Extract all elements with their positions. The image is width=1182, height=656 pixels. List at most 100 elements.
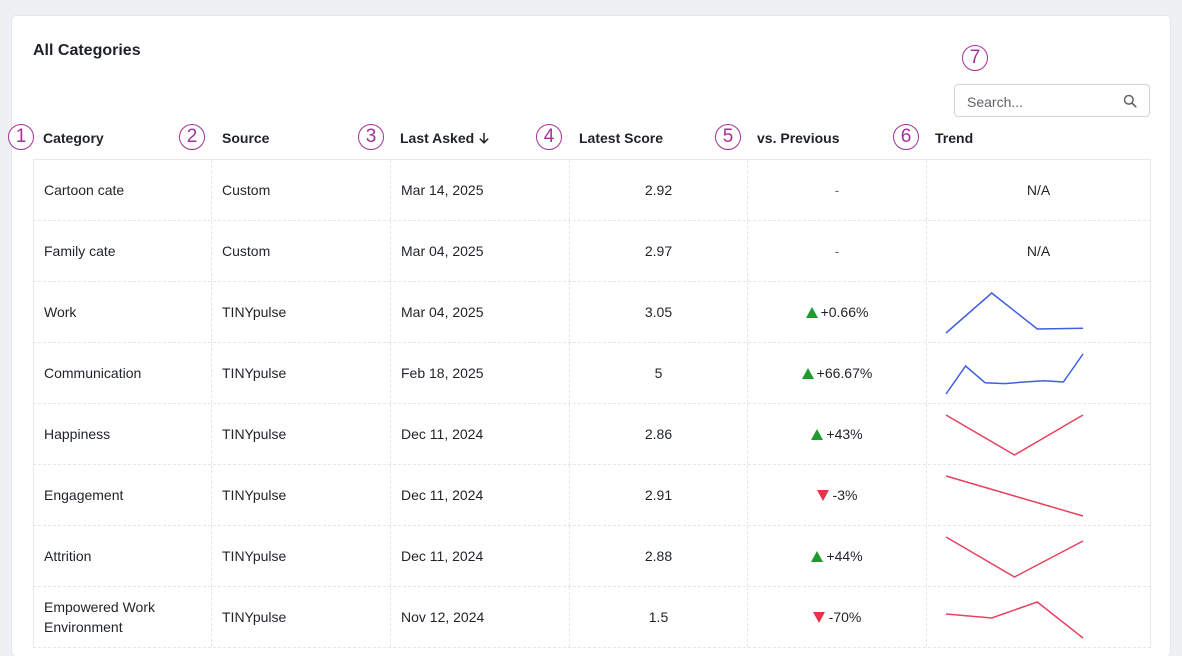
- trend-na: N/A: [1026, 243, 1051, 259]
- latest-score-cell: 5: [569, 343, 747, 403]
- change-value: +0.66%: [820, 304, 869, 320]
- latest-score-cell: 1.5: [569, 587, 747, 647]
- callout-1: 1: [8, 124, 34, 150]
- table-row[interactable]: Happiness TINYpulse Dec 11, 2024 2.86 +43%: [33, 404, 1151, 465]
- table-row[interactable]: Engagement TINYpulse Dec 11, 2024 2.91 -3%: [33, 465, 1151, 526]
- source-cell: TINYpulse: [211, 526, 390, 586]
- latest-score-cell: 2.88: [569, 526, 747, 586]
- callout-6: 6: [893, 124, 919, 150]
- latest-score-cell: 2.86: [569, 404, 747, 464]
- trend-cell: [926, 343, 1151, 403]
- trend-cell: N/A: [926, 160, 1151, 220]
- table-row[interactable]: Work TINYpulse Mar 04, 2025 3.05 +0.66%: [33, 282, 1151, 343]
- page-title: All Categories: [33, 42, 141, 59]
- change-value: +43%: [826, 426, 863, 442]
- column-header-last-asked[interactable]: Last Asked: [400, 130, 490, 146]
- category-cell[interactable]: Empowered Work Environment: [33, 587, 211, 647]
- vs-previous-cell: +66.67%: [747, 343, 926, 403]
- callout-4: 4: [536, 124, 562, 150]
- source-cell: TINYpulse: [211, 404, 390, 464]
- category-cell[interactable]: Engagement: [33, 465, 211, 525]
- last-asked-cell: Mar 04, 2025: [390, 221, 569, 281]
- triangle-down-icon: [816, 489, 829, 501]
- trend-sparkline: [945, 292, 1084, 334]
- last-asked-cell: Dec 11, 2024: [390, 404, 569, 464]
- callout-3: 3: [358, 124, 384, 150]
- vs-previous-cell: +0.66%: [747, 282, 926, 342]
- trend-sparkline: [945, 536, 1084, 578]
- change-value: -3%: [832, 487, 858, 503]
- triangle-down-icon: [812, 611, 825, 623]
- table-row[interactable]: Empowered Work Environment TINYpulse Nov 1…: [33, 587, 1151, 648]
- table-row[interactable]: Family cate Custom Mar 04, 2025 2.97 - N/A: [33, 221, 1151, 282]
- table-row[interactable]: Attrition TINYpulse Dec 11, 2024 2.88 +44%: [33, 526, 1151, 587]
- last-asked-cell: Dec 11, 2024: [390, 526, 569, 586]
- last-asked-cell: Dec 11, 2024: [390, 465, 569, 525]
- category-cell[interactable]: Work: [33, 282, 211, 342]
- callout-2: 2: [179, 124, 205, 150]
- trend-sparkline: [945, 353, 1084, 395]
- last-asked-cell: Nov 12, 2024: [390, 587, 569, 647]
- trend-na: N/A: [1026, 182, 1051, 198]
- trend-cell: N/A: [926, 221, 1151, 281]
- latest-score-cell: 2.92: [569, 160, 747, 220]
- vs-previous-cell: -3%: [747, 465, 926, 525]
- triangle-up-icon: [811, 550, 824, 562]
- table-row[interactable]: Cartoon cate Custom Mar 14, 2025 2.92 - N/A: [33, 160, 1151, 221]
- trend-sparkline: [945, 414, 1084, 456]
- triangle-up-icon: [805, 306, 818, 318]
- vs-previous-cell: -70%: [747, 587, 926, 647]
- trend-cell: [926, 526, 1151, 586]
- trend-sparkline: [945, 475, 1084, 517]
- categories-card: [12, 16, 1170, 656]
- latest-score-cell: 3.05: [569, 282, 747, 342]
- last-asked-cell: Feb 18, 2025: [390, 343, 569, 403]
- change-value: -70%: [828, 609, 862, 625]
- last-asked-cell: Mar 14, 2025: [390, 160, 569, 220]
- category-cell[interactable]: Happiness: [33, 404, 211, 464]
- callout-5: 5: [715, 124, 741, 150]
- latest-score-cell: 2.91: [569, 465, 747, 525]
- category-cell[interactable]: Attrition: [33, 526, 211, 586]
- change-value: +44%: [826, 548, 863, 564]
- column-header-category[interactable]: Category: [43, 130, 104, 146]
- trend-cell: [926, 404, 1151, 464]
- trend-line: [945, 536, 1084, 578]
- source-cell: TINYpulse: [211, 343, 390, 403]
- source-cell: Custom: [211, 160, 390, 220]
- change-value: -: [834, 182, 840, 198]
- categories-table: Cartoon cate Custom Mar 14, 2025 2.92- N/A Fa…: [33, 159, 1151, 648]
- triangle-up-icon: [811, 428, 824, 440]
- category-cell[interactable]: Communication: [33, 343, 211, 403]
- source-cell: Custom: [211, 221, 390, 281]
- search-input[interactable]: [965, 91, 1119, 113]
- vs-previous-cell: -: [747, 221, 926, 281]
- change-value: +66.67%: [816, 365, 873, 381]
- change-value: -: [834, 243, 840, 259]
- trend-cell: [926, 282, 1151, 342]
- latest-score-cell: 2.97: [569, 221, 747, 281]
- column-header-latest-score[interactable]: Latest Score: [579, 130, 664, 146]
- trend-line: [945, 475, 1084, 517]
- callout-7: 7: [962, 45, 988, 71]
- column-header-source[interactable]: Source: [222, 130, 270, 146]
- search-box[interactable]: [954, 84, 1150, 117]
- source-cell: TINYpulse: [211, 587, 390, 647]
- trend-line: [945, 601, 1084, 639]
- search-icon[interactable]: [1123, 94, 1137, 108]
- trend-sparkline: [945, 601, 1084, 639]
- source-cell: TINYpulse: [211, 282, 390, 342]
- column-header-trend: Trend: [935, 130, 974, 146]
- trend-line: [945, 414, 1084, 456]
- source-cell: TINYpulse: [211, 465, 390, 525]
- trend-cell: [926, 587, 1151, 647]
- sort-descending-icon[interactable]: [478, 132, 490, 144]
- triangle-up-icon: [801, 367, 814, 379]
- vs-previous-cell: +44%: [747, 526, 926, 586]
- column-header-vs-previous[interactable]: vs. Previous: [757, 130, 840, 146]
- trend-line: [945, 353, 1084, 395]
- column-header-last-asked-label: Last Asked: [400, 130, 475, 146]
- table-row[interactable]: Communication TINYpulse Feb 18, 2025 5 +66.6…: [33, 343, 1151, 404]
- category-cell[interactable]: Cartoon cate: [33, 160, 211, 220]
- category-cell[interactable]: Family cate: [33, 221, 211, 281]
